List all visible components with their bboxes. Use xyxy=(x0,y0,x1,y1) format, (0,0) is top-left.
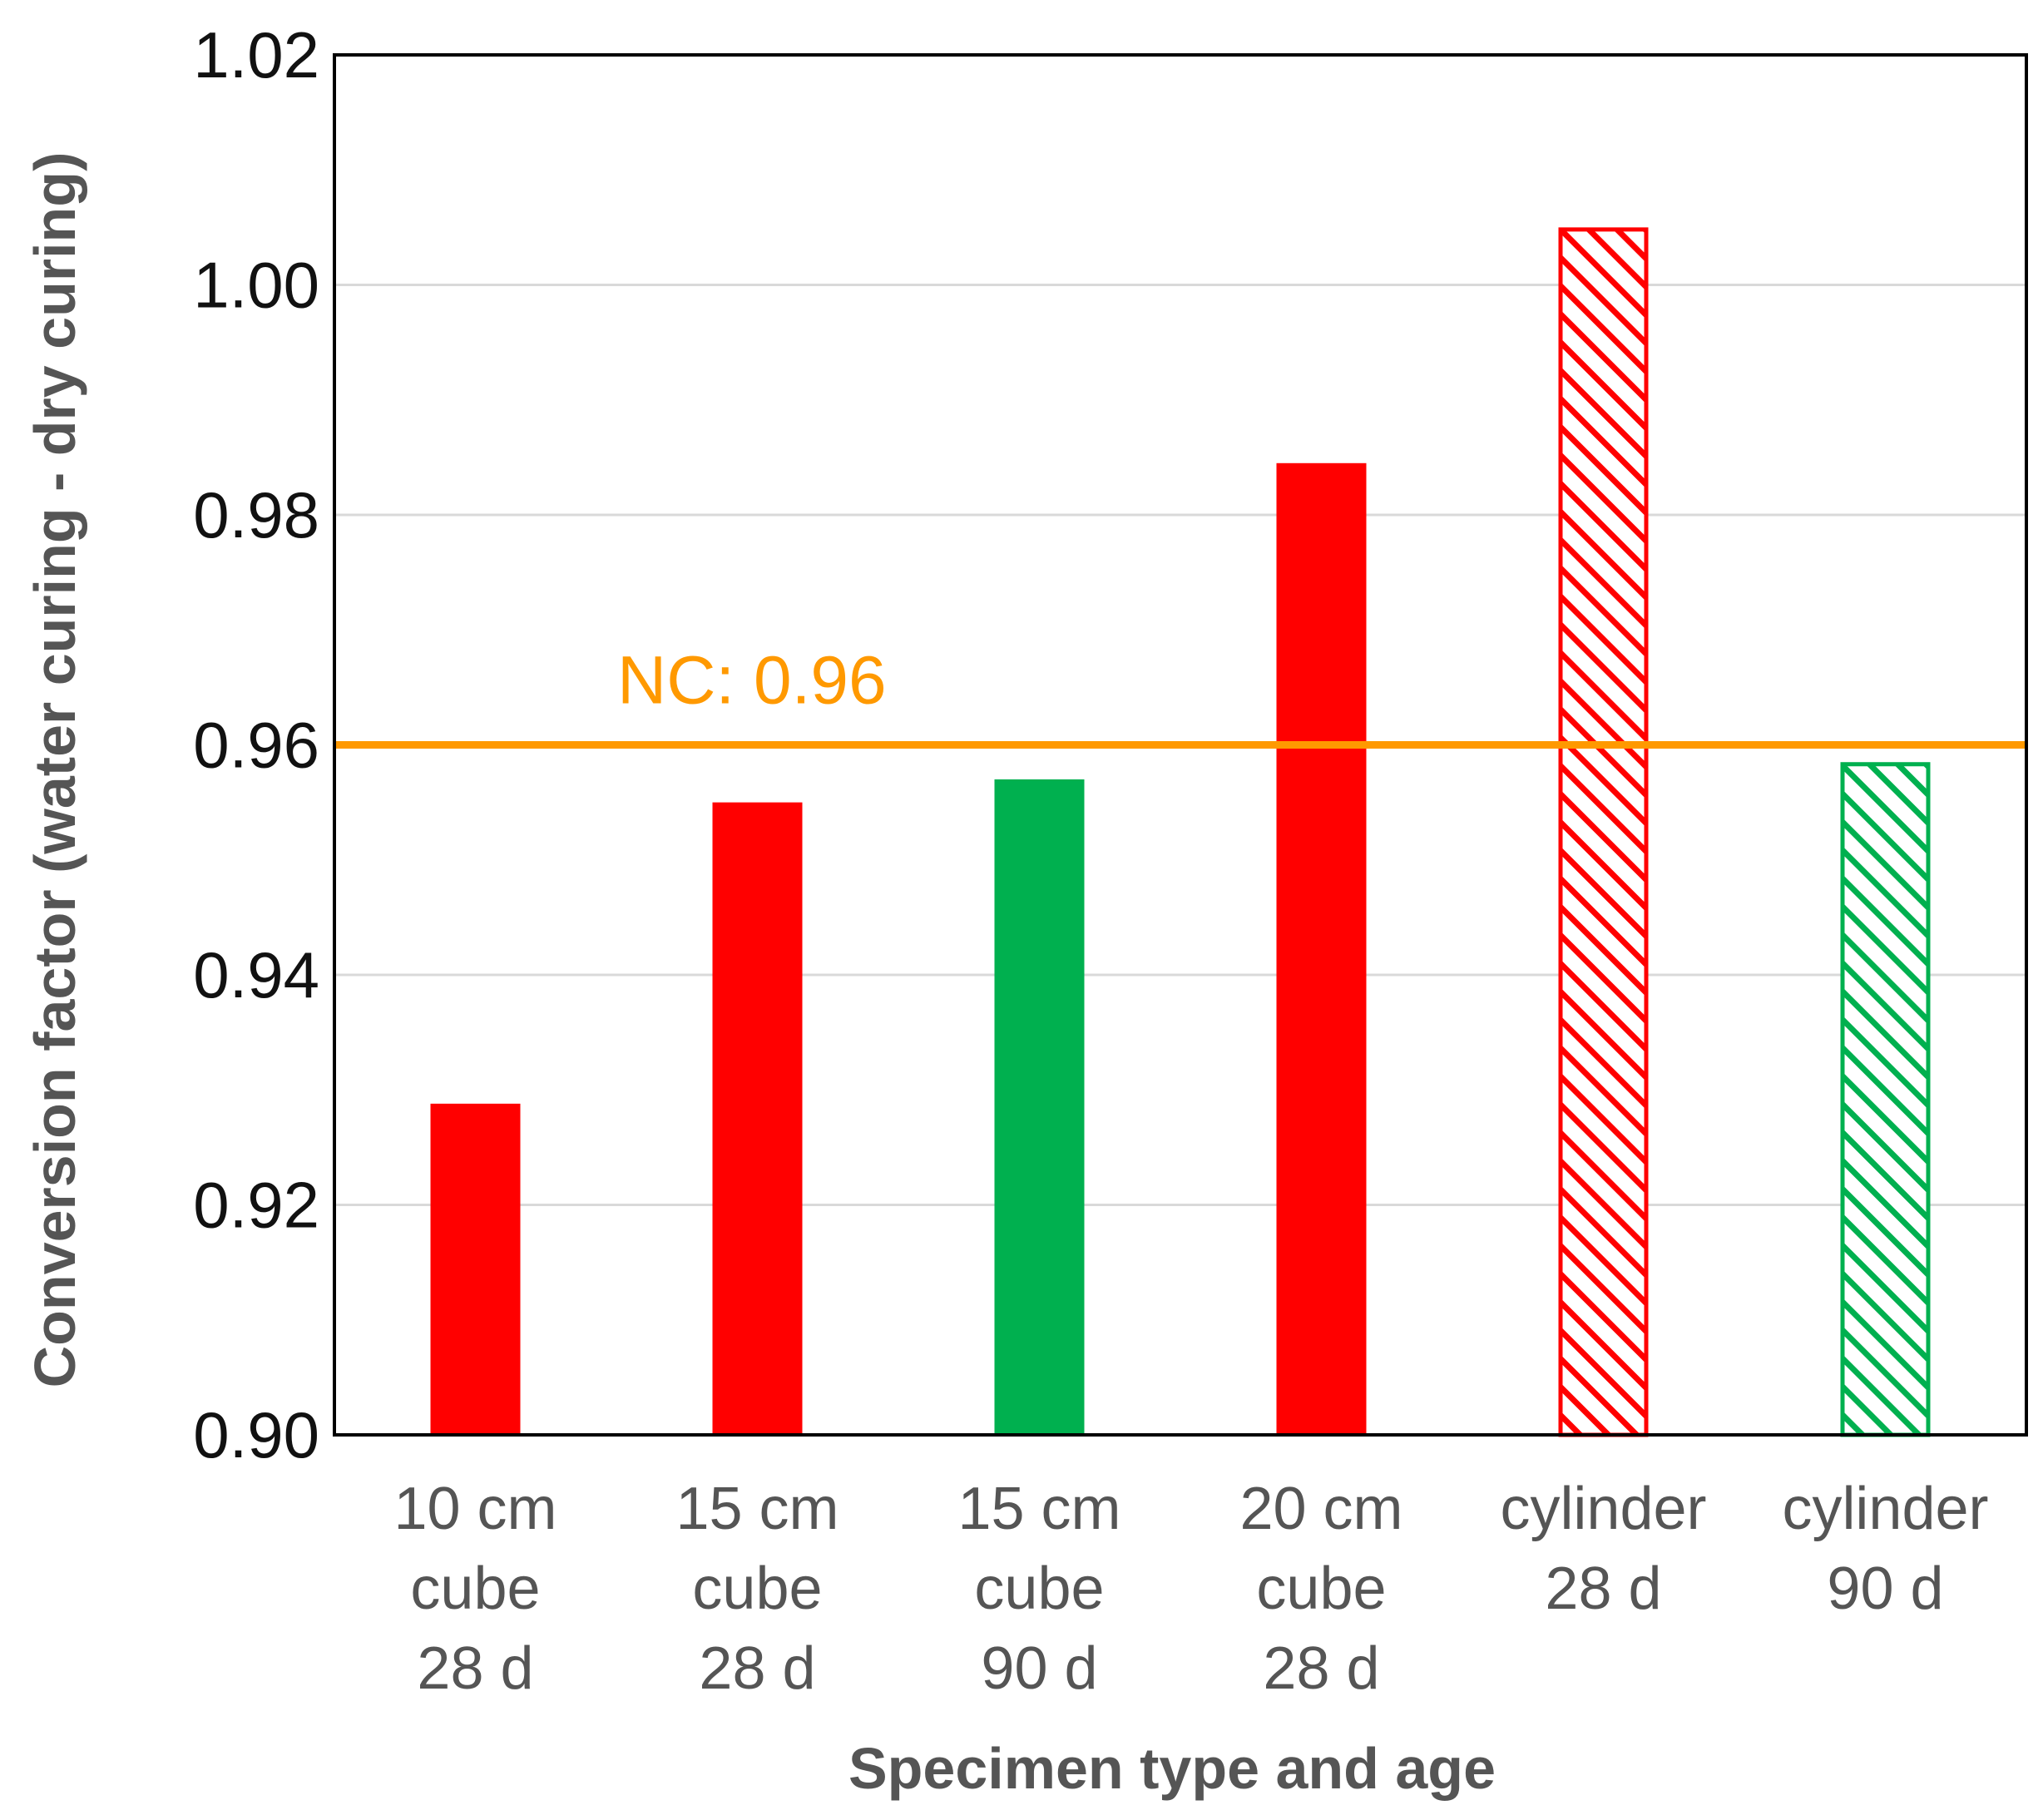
bar-1 xyxy=(430,1103,521,1435)
x-tick-label-line: cube xyxy=(692,1555,822,1622)
x-tick-label-line: cube xyxy=(1256,1555,1386,1622)
x-tick-label-line: 15 cm xyxy=(957,1476,1120,1542)
y-tick-label: 0.96 xyxy=(193,709,319,782)
bars xyxy=(430,227,1931,1437)
x-tick-label-line: 20 cm xyxy=(1239,1476,1402,1542)
y-tick-label: 0.92 xyxy=(193,1169,319,1242)
x-tick-label: cylinder 28 d xyxy=(1500,1476,1706,1622)
x-tick-label-line: 28 d xyxy=(1263,1635,1379,1702)
plot-area-frame xyxy=(333,53,2028,1437)
y-tick-label: 0.94 xyxy=(193,938,319,1011)
bar-6 xyxy=(1840,762,1931,1437)
y-axis-title: Conversion factor (water curing - dry cu… xyxy=(22,152,87,1388)
x-tick-label-line: 15 cm xyxy=(675,1476,838,1542)
x-tick-label: 10 cm cube 28 d xyxy=(393,1476,557,1702)
x-tick-label-line: 90 d xyxy=(1827,1555,1943,1622)
x-axis-title: Specimen type and age xyxy=(848,1736,1496,1801)
y-tick-label: 1.02 xyxy=(193,18,319,91)
x-tick-label-line: 28 d xyxy=(417,1635,533,1702)
x-tick-label-line: cylinder xyxy=(1782,1476,1988,1542)
x-tick-label: cylinder 90 d xyxy=(1782,1476,1988,1622)
x-tick-label: 15 cm cube 90 d xyxy=(957,1476,1120,1702)
y-tick-label: 1.00 xyxy=(193,249,319,322)
y-tick-label: 0.98 xyxy=(193,478,319,551)
x-axis-ticks: 10 cm cube 28 d 15 cm cube 28 d 15 cm cube 90 d 2… xyxy=(393,1476,1988,1702)
bar-5 xyxy=(1558,227,1649,1437)
x-tick-label: 20 cm cube 28 d xyxy=(1239,1476,1402,1702)
x-tick-label-line: cylinder xyxy=(1500,1476,1706,1542)
x-tick-label-line: 28 d xyxy=(699,1635,815,1702)
x-tick-label-line: 90 d xyxy=(981,1635,1097,1702)
bar-3 xyxy=(994,779,1085,1435)
x-tick-label-line: 10 cm xyxy=(393,1476,557,1542)
y-axis-ticks: 0.90 0.92 0.94 0.96 0.98 1.00 1.02 xyxy=(193,18,319,1471)
x-tick-label-line: 28 d xyxy=(1545,1555,1661,1622)
x-tick-label: 15 cm cube 28 d xyxy=(675,1476,838,1702)
reference-line-label: NC: 0.96 xyxy=(617,643,887,719)
bar-2 xyxy=(712,802,803,1435)
y-tick-label: 0.90 xyxy=(193,1398,319,1471)
bar-4 xyxy=(1276,462,1367,1435)
x-tick-label-line: cube xyxy=(410,1555,540,1622)
x-tick-label-line: cube xyxy=(974,1555,1104,1622)
